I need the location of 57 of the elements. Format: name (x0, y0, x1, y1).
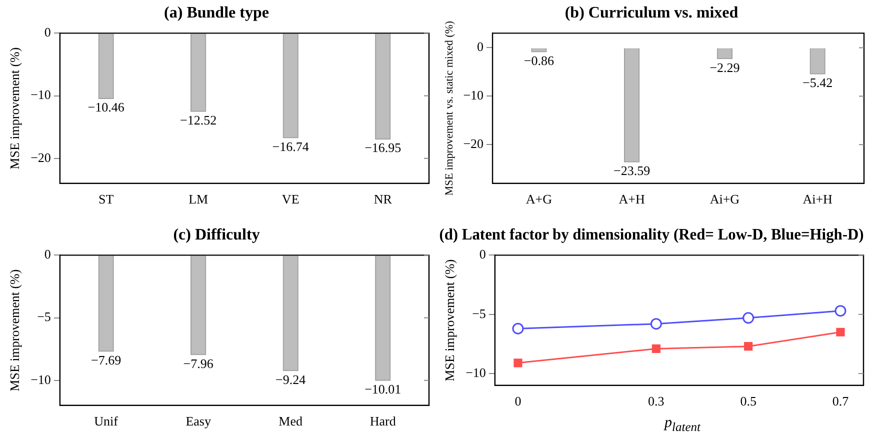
data-label: −12.52 (180, 112, 217, 128)
y-tick-label: −5 (472, 306, 486, 321)
y-tick-label: −10 (30, 87, 51, 102)
x-tick-label: 0.3 (648, 394, 664, 409)
y-tick-label: −10 (30, 372, 51, 387)
y-axis-title: MSE improvement (%) (442, 259, 458, 382)
x-tick-label: Med (278, 414, 304, 429)
point (834, 305, 846, 317)
x-axis-title: p$_{latent}$ (662, 415, 702, 435)
data-label: −9.24 (276, 372, 306, 387)
y-tick-label: 0 (44, 246, 51, 262)
x-tick-label: Unif (94, 414, 119, 429)
x-tick-label: ST (98, 192, 114, 207)
x-tick-label: A+H (618, 192, 645, 207)
x-tick-label: 0.7 (832, 394, 850, 409)
x-tick-label: A+G (526, 192, 552, 207)
x-tick-label: Ai+H (802, 192, 832, 207)
y-axis-title: MSE improvement vs. static mixed (%) (443, 20, 456, 196)
data-label: −7.96 (183, 356, 214, 371)
data-label: −5.42 (802, 74, 833, 90)
y-tick-label: 0 (477, 39, 484, 54)
y-tick-label: −10 (466, 364, 486, 380)
y-axis-title: MSE improvement (%) (7, 269, 22, 392)
x-tick-label: 0.5 (740, 394, 756, 409)
point (742, 312, 754, 324)
chart-title: (c) Difficulty (173, 226, 260, 244)
point (652, 344, 660, 353)
data-label: −2.29 (710, 60, 740, 75)
y-tick-label: 0 (44, 24, 51, 40)
x-tick-label: Hard (370, 414, 396, 429)
y-tick-label: 0 (479, 246, 486, 262)
data-label: −10.46 (88, 100, 125, 115)
point (514, 358, 522, 368)
point (650, 318, 662, 330)
data-label: −16.74 (272, 138, 310, 154)
y-axis-title: MSE improvement (%) (7, 47, 22, 170)
data-label: −16.95 (364, 140, 402, 156)
data-label: −23.59 (614, 162, 650, 178)
x-tick-label: Easy (186, 414, 212, 429)
point (836, 328, 845, 336)
y-tick-label: −10 (463, 88, 484, 103)
chart-title: (d) Latent factor by dimensionality (Red= Low-D, Blue=High-D) (439, 226, 864, 244)
x-tick-label: LM (188, 192, 209, 207)
x-tick-label: VE (282, 192, 300, 207)
chart-title: (b) Curriculum vs. mixed (564, 4, 738, 22)
point (744, 342, 753, 351)
data-label: −10.01 (364, 381, 402, 396)
x-tick-label: NR (374, 192, 392, 207)
x-tick-label: 0 (514, 394, 522, 409)
y-tick-label: −5 (37, 309, 51, 324)
x-tick-label: Ai+G (710, 192, 740, 207)
y-tick-label: −20 (463, 136, 484, 152)
point (512, 322, 524, 334)
y-tick-label: −20 (30, 150, 51, 165)
data-label: −7.69 (91, 352, 122, 368)
chart-title: (a) Bundle type (164, 4, 269, 22)
data-label: −0.86 (524, 52, 554, 68)
